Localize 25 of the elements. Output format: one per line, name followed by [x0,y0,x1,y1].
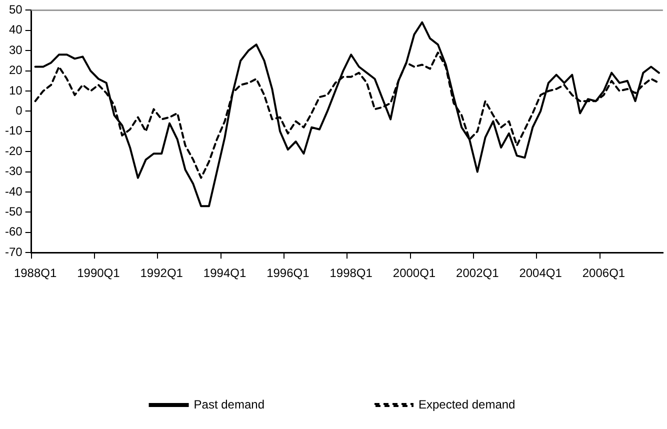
legend-label: Past demand [194,397,264,412]
y-tick-label: 40 [8,22,23,37]
x-tick-label: 1996Q1 [266,266,310,280]
y-tick-label: -40 [5,184,23,198]
y-tick-label: -30 [5,164,23,178]
y-tick-label: -60 [5,224,23,239]
x-tick-label: 1998Q1 [330,266,373,280]
x-tick-label: 2006Q1 [582,266,626,280]
x-tick-label: 1988Q1 [14,266,57,280]
x-tick-label: 1992Q1 [140,266,184,280]
x-tick-label: 1994Q1 [203,266,246,280]
y-tick-label: -10 [5,124,23,138]
x-tick-label: 2002Q1 [456,266,500,280]
x-tick-label: 1990Q1 [77,266,120,280]
y-tick-label: 10 [8,83,23,98]
y-tick-label: -50 [5,204,23,219]
x-tick-label: 2004Q1 [519,266,562,280]
x-tick-label: 2000Q1 [392,266,436,280]
y-tick-label: -70 [5,244,23,259]
y-tick-label: 0 [16,104,23,118]
y-tick-label: -20 [5,144,23,158]
y-tick-label: 20 [8,63,23,78]
y-tick-label: 30 [8,42,23,57]
legend-label: Expected demand [418,397,516,412]
y-tick-label: 50 [8,2,23,17]
